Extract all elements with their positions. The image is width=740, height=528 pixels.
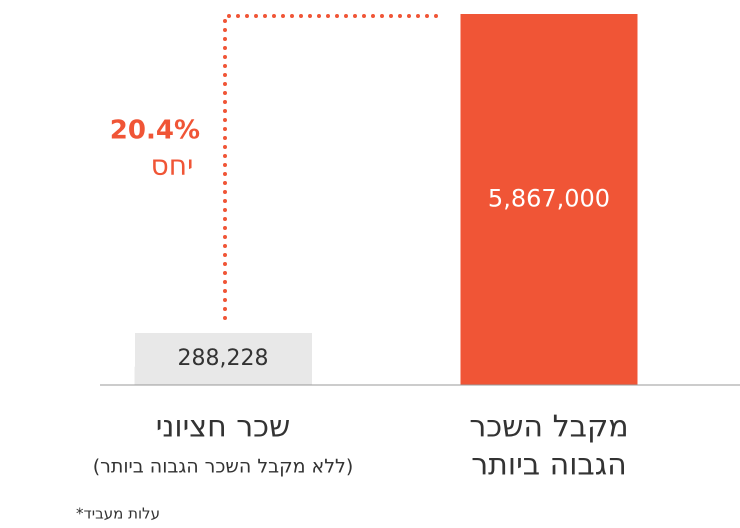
value-label: 288,228 <box>178 346 269 371</box>
ratio-value: 20.4% <box>110 116 200 146</box>
bar <box>460 14 638 385</box>
category-label: מקבל השכר <box>469 410 628 445</box>
bar <box>134 366 312 385</box>
ratio-connector <box>223 14 442 320</box>
category-label: הגבוה ביותר <box>471 448 627 483</box>
category-note: (ללא מקבל השכר הגבוה ביותר) <box>93 456 354 478</box>
ratio-label: יחס <box>151 149 194 182</box>
category-label: שכר חציוני <box>156 410 291 445</box>
value-label: 5,867,000 <box>488 185 610 213</box>
footnote: *עלות מעביד <box>76 505 160 523</box>
